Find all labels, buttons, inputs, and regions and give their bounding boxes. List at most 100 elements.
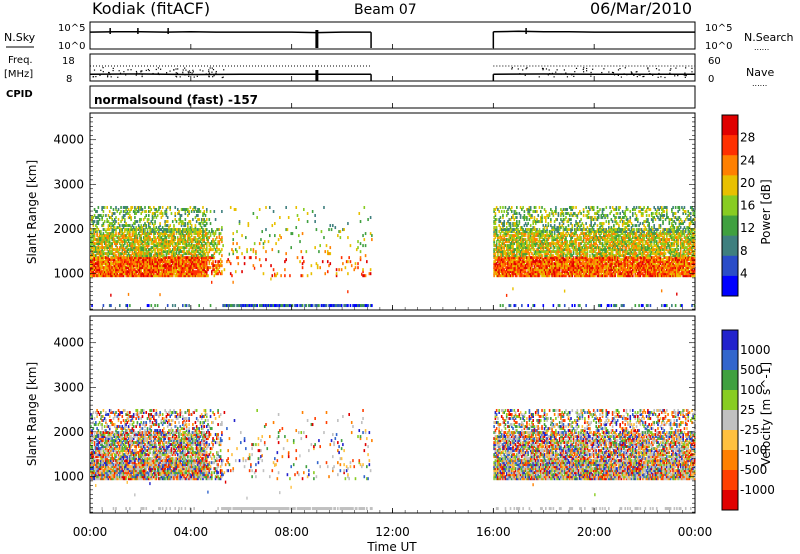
- echo-mark: [586, 270, 589, 274]
- echo-mark: [140, 218, 143, 222]
- echo-mark: [521, 270, 523, 274]
- echo-mark: [147, 268, 150, 272]
- echo-mark: [165, 246, 168, 250]
- echo-mark: [155, 270, 158, 274]
- echo-mark: [366, 260, 368, 264]
- nave-point: [566, 76, 569, 78]
- echo-mark: [550, 234, 552, 238]
- echo-mark: [556, 270, 558, 274]
- echo-mark: [176, 256, 179, 260]
- echo-mark: [572, 266, 575, 270]
- echo-mark: [508, 262, 511, 266]
- echo-mark: [103, 205, 106, 209]
- echo-mark: [158, 256, 160, 260]
- echo-mark: [581, 266, 584, 270]
- echo-mark: [517, 236, 519, 240]
- nave-point: [100, 69, 102, 71]
- nave-point: [524, 74, 526, 76]
- echo-mark: [163, 242, 165, 246]
- echo-mark: [132, 210, 135, 213]
- echo-mark: [543, 216, 546, 220]
- echo-mark: [596, 224, 599, 228]
- echo-mark: [553, 224, 556, 228]
- echo-mark: [560, 226, 562, 230]
- echo-mark: [147, 254, 150, 258]
- echo-mark: [158, 244, 160, 248]
- echo-mark: [184, 207, 187, 211]
- echo-mark: [100, 232, 102, 236]
- echo-mark: [551, 264, 553, 268]
- echo-mark: [347, 304, 349, 308]
- echo-mark: [173, 230, 175, 234]
- nave-point: [185, 69, 187, 71]
- echo-mark: [204, 258, 207, 262]
- echo-mark: [137, 262, 140, 266]
- echo-mark: [205, 242, 208, 246]
- echo-mark: [111, 270, 114, 274]
- echo-mark: [121, 216, 124, 220]
- echo-mark: [576, 216, 579, 220]
- echo-mark: [527, 304, 529, 308]
- echo-mark: [126, 224, 129, 228]
- echo-mark: [171, 248, 174, 252]
- echo-mark: [568, 234, 571, 238]
- echo-mark: [493, 260, 495, 264]
- echo-mark: [495, 226, 498, 230]
- echo-mark: [185, 274, 188, 278]
- echo-mark: [493, 266, 495, 270]
- echo-mark: [576, 238, 579, 242]
- echo-mark: [173, 232, 175, 236]
- echo-mark: [171, 274, 174, 278]
- echo-mark: [216, 228, 218, 232]
- echo-mark: [135, 254, 137, 258]
- echo-mark: [539, 234, 542, 238]
- noise-right-tick-top: 10^5: [705, 23, 732, 34]
- echo-mark: [158, 274, 160, 278]
- echo-mark: [548, 266, 551, 270]
- echo-mark: [176, 260, 179, 264]
- echo-mark: [518, 256, 521, 260]
- nave-point: [155, 68, 157, 71]
- echo-mark: [150, 246, 153, 250]
- echo-mark: [185, 242, 188, 246]
- echo-mark: [561, 234, 563, 238]
- echo-mark: [193, 232, 195, 236]
- echo-mark: [202, 234, 204, 238]
- echo-mark: [551, 238, 553, 242]
- nave-point: [192, 71, 194, 73]
- echo-mark: [131, 234, 134, 238]
- echo-mark: [541, 240, 543, 244]
- echo-mark: [122, 238, 125, 242]
- echo-mark: [494, 226, 497, 230]
- echo-mark: [174, 258, 177, 262]
- echo-mark: [555, 274, 557, 278]
- echo-mark: [115, 256, 117, 260]
- echo-mark: [203, 224, 206, 228]
- echo-mark: [523, 274, 526, 278]
- echo-mark: [126, 274, 129, 278]
- echo-mark: [519, 260, 522, 264]
- echo-mark: [570, 244, 572, 248]
- echo-mark: [500, 252, 503, 256]
- echo-mark: [203, 210, 206, 213]
- nave-point: [135, 70, 138, 73]
- echo-mark: [156, 266, 159, 270]
- echo-mark: [102, 240, 105, 244]
- echo-mark: [557, 266, 560, 270]
- echo-mark: [586, 216, 589, 220]
- echo-mark: [579, 266, 581, 270]
- echo-mark: [142, 256, 145, 260]
- echo-mark: [161, 252, 164, 256]
- echo-mark: [199, 272, 202, 276]
- echo-mark: [149, 248, 151, 252]
- echo-mark: [543, 236, 546, 240]
- echo-mark: [98, 260, 101, 264]
- echo-mark: [124, 256, 126, 260]
- echo-mark: [524, 216, 527, 220]
- echo-mark: [553, 230, 556, 234]
- echo-mark: [202, 252, 204, 256]
- echo-mark: [589, 234, 591, 238]
- nave-point: [135, 74, 137, 76]
- echo-mark: [539, 216, 542, 220]
- echo-mark: [107, 260, 110, 264]
